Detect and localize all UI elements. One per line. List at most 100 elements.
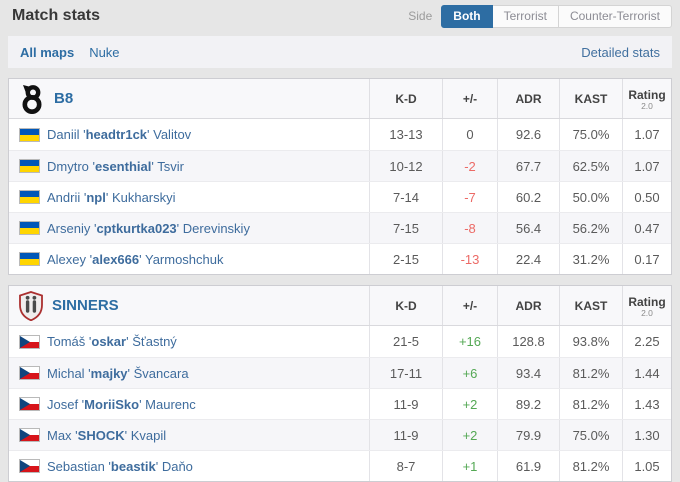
kast-value: 81.2% — [559, 451, 622, 481]
player-name-cell: Dmytro 'esenthial' Tsvir — [9, 151, 369, 181]
player-link[interactable]: Alexey 'alex666' Yarmoshchuk — [47, 252, 224, 267]
team-stats-table: B8 K-D +/- ADR KAST Rating 2.0 Daniil 'h… — [8, 78, 672, 275]
kd-value: 11-9 — [369, 420, 442, 450]
map-filter-all-maps[interactable]: All maps — [20, 44, 75, 60]
player-row: Daniil 'headtr1ck' Valitov 13-13 0 92.6 … — [9, 119, 671, 150]
player-nickname: esenthial — [94, 158, 152, 174]
team-name: SINNERS — [52, 297, 119, 314]
player-row: Sebastian 'beastik' Daňo 8-7 +1 61.9 81.… — [9, 450, 671, 481]
column-header-adr: ADR — [497, 286, 559, 325]
kd-value: 2-15 — [369, 244, 442, 274]
player-first-name: Dmytro ' — [47, 158, 95, 174]
player-link[interactable]: Tomáš 'oskar' Šťastný — [47, 334, 177, 349]
plus-minus-value: +6 — [442, 358, 497, 388]
team-table-header: B8 K-D +/- ADR KAST Rating 2.0 — [9, 79, 671, 119]
kd-value: 7-15 — [369, 213, 442, 243]
player-last-name: ' Kvapil — [124, 427, 167, 443]
player-link[interactable]: Dmytro 'esenthial' Tsvir — [47, 159, 184, 174]
adr-value: 22.4 — [497, 244, 559, 274]
player-link[interactable]: Daniil 'headtr1ck' Valitov — [47, 127, 191, 142]
ukraine-flag — [19, 252, 40, 266]
kd-value: 21-5 — [369, 326, 442, 357]
rating-value: 1.07 — [622, 119, 671, 150]
czech-republic-flag — [19, 459, 40, 473]
kast-value: 81.2% — [559, 389, 622, 419]
player-name-cell: Tomáš 'oskar' Šťastný — [9, 326, 369, 357]
adr-value: 79.9 — [497, 420, 559, 450]
rating-value: 1.44 — [622, 358, 671, 388]
kd-value: 8-7 — [369, 451, 442, 481]
player-row: Alexey 'alex666' Yarmoshchuk 2-15 -13 22… — [9, 243, 671, 274]
player-last-name: ' Šťastný — [126, 334, 177, 349]
sinners-team-logo-icon — [19, 290, 43, 321]
rating-value: 2.25 — [622, 326, 671, 357]
kast-value: 56.2% — [559, 213, 622, 243]
player-first-name: Alexey ' — [47, 251, 93, 267]
player-first-name: Daniil ' — [47, 127, 86, 142]
side-button-counter-terrorist[interactable]: Counter-Terrorist — [558, 4, 672, 28]
team-stats-table: SINNERS K-D +/- ADR KAST Rating 2.0 Tomá… — [8, 285, 672, 482]
czech-republic-flag — [19, 428, 40, 442]
player-first-name: Arseniy ' — [47, 220, 97, 236]
player-name-cell: Alexey 'alex666' Yarmoshchuk — [9, 244, 369, 274]
side-button-terrorist[interactable]: Terrorist — [492, 4, 559, 28]
team-link[interactable]: B8 — [9, 79, 369, 118]
player-link[interactable]: Michal 'majky' Švancara — [47, 366, 189, 381]
kast-value: 75.0% — [559, 119, 622, 150]
rating-value: 1.30 — [622, 420, 671, 450]
kd-value: 7-14 — [369, 182, 442, 212]
adr-value: 67.7 — [497, 151, 559, 181]
player-rows: Tomáš 'oskar' Šťastný 21-5 +16 128.8 93.… — [9, 326, 671, 481]
player-first-name: Michal ' — [47, 365, 91, 381]
plus-minus-value: 0 — [442, 119, 497, 150]
player-link[interactable]: Sebastian 'beastik' Daňo — [47, 459, 193, 474]
column-header-kast: KAST — [559, 79, 622, 118]
map-filter-nuke[interactable]: Nuke — [89, 44, 120, 60]
player-nickname: alex666 — [92, 251, 140, 267]
plus-minus-value: -7 — [442, 182, 497, 212]
maps-bar: All maps Nuke Detailed stats — [8, 36, 672, 68]
player-row: Dmytro 'esenthial' Tsvir 10-12 -2 67.7 6… — [9, 150, 671, 181]
player-nickname: npl — [86, 189, 106, 205]
team-link[interactable]: SINNERS — [9, 286, 369, 325]
player-last-name: ' Daňo — [155, 458, 193, 474]
player-row: Michal 'majky' Švancara 17-11 +6 93.4 81… — [9, 357, 671, 388]
czech-republic-flag — [19, 366, 40, 380]
ukraine-flag — [19, 221, 40, 235]
column-header-kd: K-D — [369, 79, 442, 118]
player-nickname: beastik — [110, 458, 156, 474]
plus-minus-value: -2 — [442, 151, 497, 181]
player-link[interactable]: Arseniy 'cptkurtka023' Derevinskiy — [47, 221, 250, 236]
kast-value: 93.8% — [559, 326, 622, 357]
rating-value: 1.43 — [622, 389, 671, 419]
player-link[interactable]: Max 'SHOCK' Kvapil — [47, 428, 166, 443]
player-last-name: ' Yarmoshchuk — [139, 251, 224, 267]
player-last-name: ' Tsvir — [151, 158, 184, 174]
player-name-cell: Max 'SHOCK' Kvapil — [9, 420, 369, 450]
match-stats-titlebar: Match stats Side Both Terrorist Counter-… — [0, 0, 680, 32]
side-button-both[interactable]: Both — [441, 4, 493, 28]
side-filter-group: Both Terrorist Counter-Terrorist — [441, 4, 672, 28]
b8-team-logo-icon — [19, 84, 45, 114]
player-first-name: Max ' — [47, 427, 78, 443]
plus-minus-value: +2 — [442, 389, 497, 419]
plus-minus-value: +1 — [442, 451, 497, 481]
player-name-cell: Josef 'MoriiSko' Maurenc — [9, 389, 369, 419]
player-nickname: oskar — [91, 334, 127, 349]
rating-label: Rating — [628, 294, 666, 309]
detailed-stats-link[interactable]: Detailed stats — [581, 44, 660, 60]
player-link[interactable]: Josef 'MoriiSko' Maurenc — [47, 397, 196, 412]
kast-value: 31.2% — [559, 244, 622, 274]
player-last-name: ' Derevinskiy — [176, 220, 250, 236]
player-last-name: ' Valitov — [147, 127, 192, 142]
team-stats-tables: B8 K-D +/- ADR KAST Rating 2.0 Daniil 'h… — [0, 78, 680, 482]
ukraine-flag — [19, 159, 40, 173]
rating-version-label: 2.0 — [641, 307, 653, 318]
adr-value: 61.9 — [497, 451, 559, 481]
rating-label: Rating — [628, 87, 666, 102]
column-header-kd: K-D — [369, 286, 442, 325]
player-first-name: Andrii ' — [47, 189, 87, 205]
player-link[interactable]: Andrii 'npl' Kukharskyi — [47, 190, 176, 205]
player-nickname: headtr1ck — [85, 127, 148, 142]
plus-minus-value: -13 — [442, 244, 497, 274]
